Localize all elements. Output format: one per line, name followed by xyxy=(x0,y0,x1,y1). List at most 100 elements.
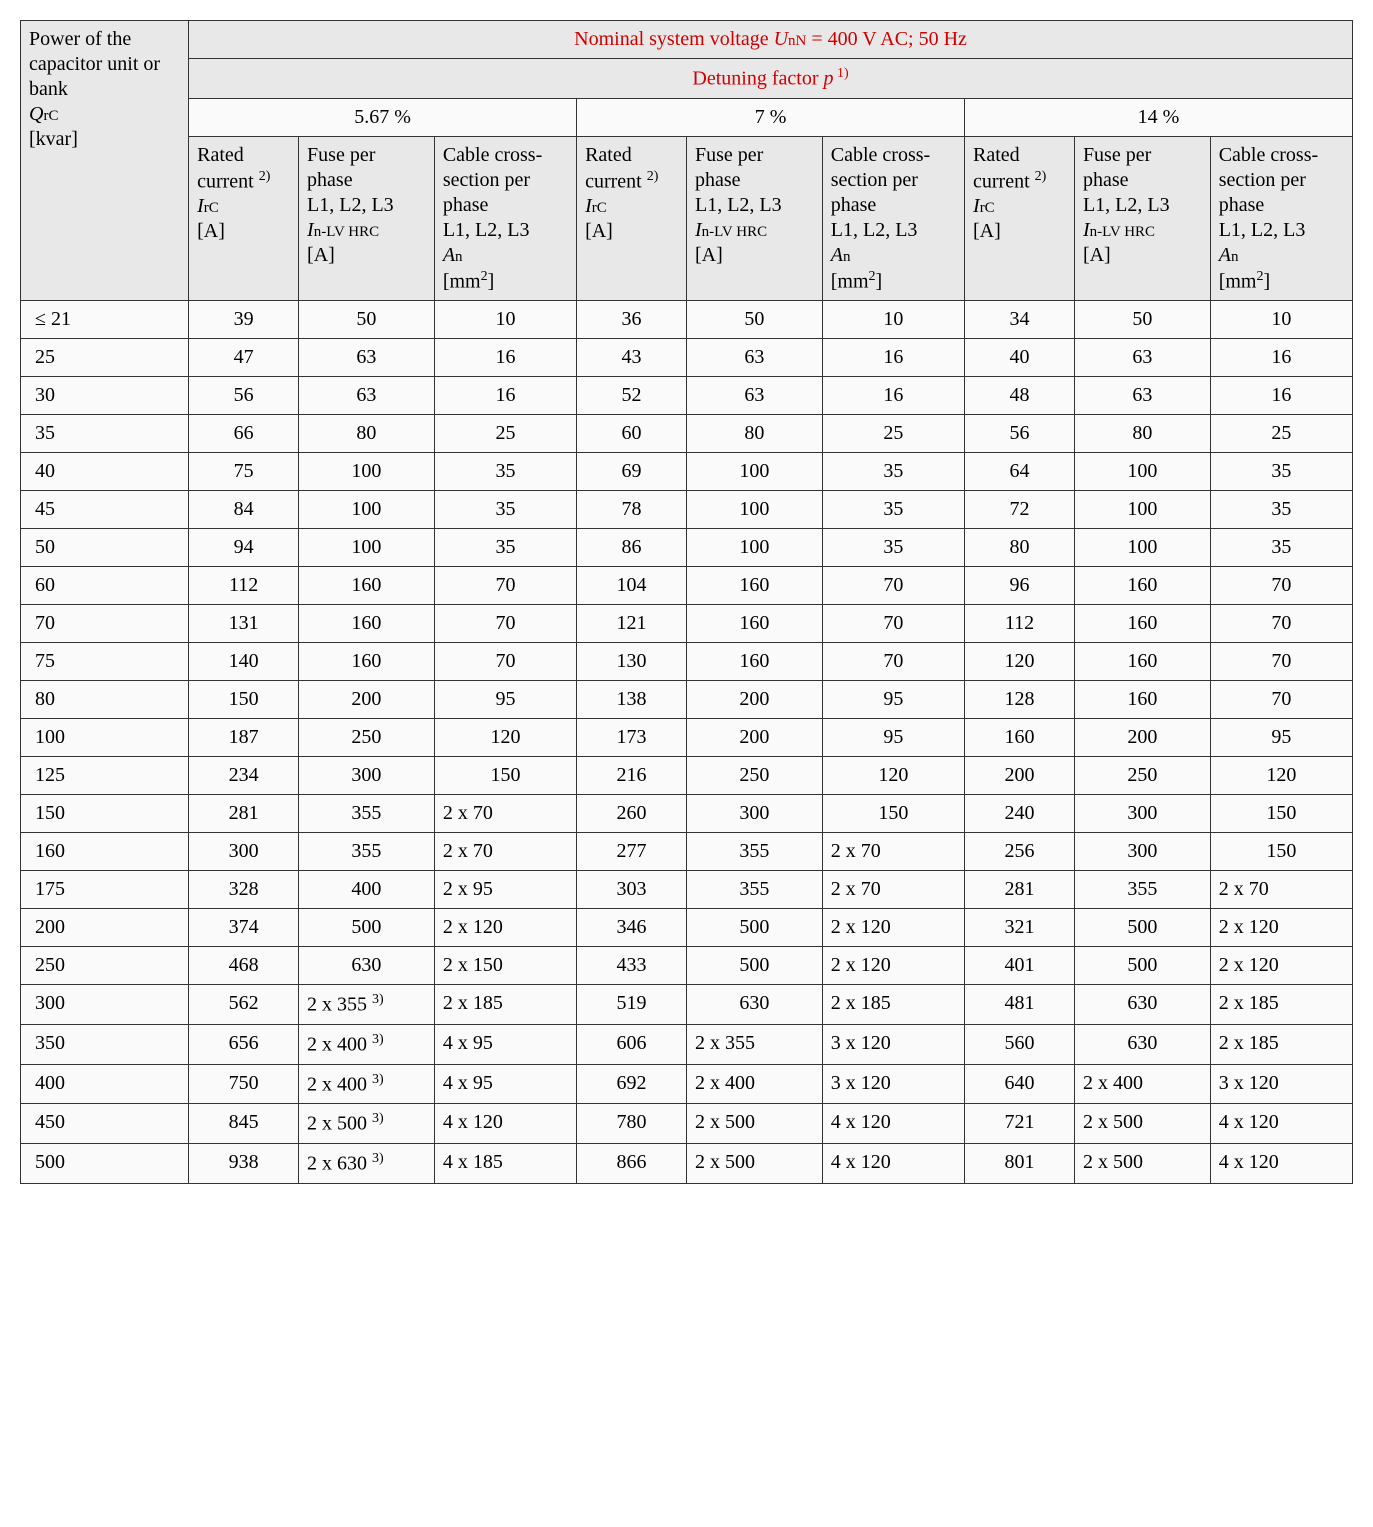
cell: 120 xyxy=(965,643,1075,681)
group-7: 7 % xyxy=(577,98,965,136)
cell: 2 x 500 3) xyxy=(299,1104,435,1144)
cell: 70 xyxy=(1210,643,1352,681)
table-row: 2003745002 x 1203465002 x 1203215002 x 1… xyxy=(21,909,1353,947)
cell: 4 x 120 xyxy=(434,1104,576,1144)
cell: 150 xyxy=(1210,833,1352,871)
cell: 160 xyxy=(1074,681,1210,719)
cell: 25 xyxy=(434,415,576,453)
cell: 303 xyxy=(577,871,687,909)
cell: 938 xyxy=(189,1143,299,1183)
cell: 355 xyxy=(299,833,435,871)
cell: 200 xyxy=(686,719,822,757)
cell: 160 xyxy=(299,567,435,605)
cell: 374 xyxy=(189,909,299,947)
cell: 234 xyxy=(189,757,299,795)
cell: 187 xyxy=(189,719,299,757)
cell: 35 xyxy=(1210,453,1352,491)
cell: 56 xyxy=(189,377,299,415)
subheader-fuse: Fuse per phaseL1, L2, L3In-LV HRC[A] xyxy=(299,136,435,301)
cell: 160 xyxy=(686,605,822,643)
cell: 94 xyxy=(189,529,299,567)
cell: 56 xyxy=(965,415,1075,453)
table-row: 40751003569100356410035 xyxy=(21,453,1353,491)
table-row: 1001872501201732009516020095 xyxy=(21,719,1353,757)
cell: 150 xyxy=(189,681,299,719)
cell: 500 xyxy=(686,947,822,985)
cell: 350 xyxy=(21,1024,189,1064)
cell: 2 x 400 3) xyxy=(299,1064,435,1104)
cell: 50 xyxy=(1074,301,1210,339)
cell: 281 xyxy=(965,871,1075,909)
cell: 70 xyxy=(822,567,964,605)
cell: 200 xyxy=(21,909,189,947)
cell: 801 xyxy=(965,1143,1075,1183)
cell: 2 x 185 xyxy=(434,985,576,1025)
cell: 60 xyxy=(577,415,687,453)
cell: 47 xyxy=(189,339,299,377)
cell: 130 xyxy=(577,643,687,681)
cell: 80 xyxy=(965,529,1075,567)
cell: 45 xyxy=(21,491,189,529)
table-row: 2504686302 x 1504335002 x 1204015002 x 1… xyxy=(21,947,1353,985)
table-row: 70131160701211607011216070 xyxy=(21,605,1353,643)
cell: 128 xyxy=(965,681,1075,719)
cell: 34 xyxy=(965,301,1075,339)
table-row: 3005622 x 355 3)2 x 1855196302 x 1854816… xyxy=(21,985,1353,1025)
table-row: 1502813552 x 70260300150240300150 xyxy=(21,795,1353,833)
cell: 50 xyxy=(686,301,822,339)
cell: 240 xyxy=(965,795,1075,833)
table-row: 3506562 x 400 3)4 x 956062 x 3553 x 1205… xyxy=(21,1024,1353,1064)
cell: 52 xyxy=(577,377,687,415)
cell: 50 xyxy=(21,529,189,567)
cell: 2 x 355 xyxy=(686,1024,822,1064)
cell: 100 xyxy=(1074,491,1210,529)
cell: 250 xyxy=(686,757,822,795)
cell: 96 xyxy=(965,567,1075,605)
cell: 160 xyxy=(686,643,822,681)
cell: 75 xyxy=(21,643,189,681)
capacitor-sizing-table: Power of the capacitor unit or bankQrC[k… xyxy=(20,20,1353,1184)
cell: 216 xyxy=(577,757,687,795)
table-row: 125234300150216250120200250120 xyxy=(21,757,1353,795)
cell: 630 xyxy=(686,985,822,1025)
cell: 16 xyxy=(822,339,964,377)
cell: 692 xyxy=(577,1064,687,1104)
cell: 35 xyxy=(822,453,964,491)
cell: 2 x 120 xyxy=(822,947,964,985)
cell: 100 xyxy=(299,453,435,491)
cell: 80 xyxy=(21,681,189,719)
cell: 120 xyxy=(434,719,576,757)
cell: 70 xyxy=(1210,567,1352,605)
cell: 630 xyxy=(1074,985,1210,1025)
table-row: 4007502 x 400 3)4 x 956922 x 4003 x 1206… xyxy=(21,1064,1353,1104)
cell: 70 xyxy=(1210,605,1352,643)
cell: 86 xyxy=(577,529,687,567)
cell: 2 x 70 xyxy=(1210,871,1352,909)
cell: 200 xyxy=(1074,719,1210,757)
cell: 2 x 120 xyxy=(1210,947,1352,985)
cell: 100 xyxy=(1074,453,1210,491)
cell: 70 xyxy=(434,567,576,605)
cell: 35 xyxy=(1210,529,1352,567)
cell: 138 xyxy=(577,681,687,719)
cell: 160 xyxy=(299,643,435,681)
cell: 640 xyxy=(965,1064,1075,1104)
cell: 35 xyxy=(1210,491,1352,529)
subheader-fuse: Fuse per phaseL1, L2, L3In-LV HRC[A] xyxy=(1074,136,1210,301)
cell: 200 xyxy=(686,681,822,719)
cell: 321 xyxy=(965,909,1075,947)
cell: 355 xyxy=(1074,871,1210,909)
header-nominal-voltage: Nominal system voltage UnN = 400 V AC; 5… xyxy=(189,21,1353,59)
cell: 95 xyxy=(434,681,576,719)
cell: 112 xyxy=(189,567,299,605)
cell: 500 xyxy=(686,909,822,947)
cell: 4 x 120 xyxy=(822,1143,964,1183)
cell: 35 xyxy=(21,415,189,453)
cell: 25 xyxy=(822,415,964,453)
subheader-cable: Cable cross-section per phaseL1, L2, L3A… xyxy=(1210,136,1352,301)
cell: 2 x 120 xyxy=(434,909,576,947)
cell: 16 xyxy=(822,377,964,415)
cell: 328 xyxy=(189,871,299,909)
cell: 2 x 355 3) xyxy=(299,985,435,1025)
cell: 630 xyxy=(299,947,435,985)
